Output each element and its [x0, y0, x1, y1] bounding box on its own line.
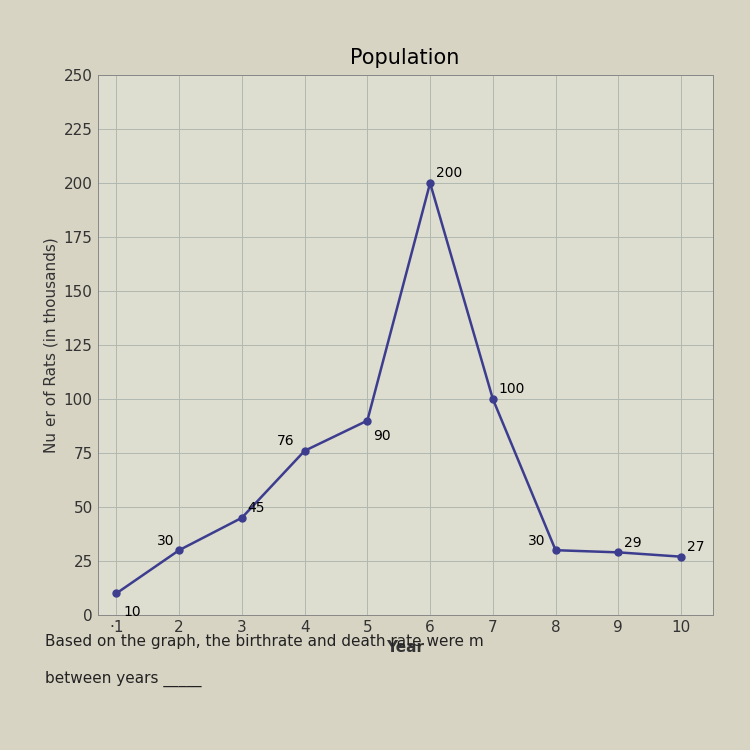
Text: 10: 10 — [123, 604, 141, 619]
Y-axis label: Nu  er of Rats (in thousands): Nu er of Rats (in thousands) — [44, 237, 58, 453]
Text: between years _____: between years _____ — [45, 671, 202, 688]
Text: Based on the graph, the birthrate and death rate were m: Based on the graph, the birthrate and de… — [45, 634, 484, 649]
Text: 45: 45 — [248, 501, 265, 515]
Text: 29: 29 — [624, 536, 641, 550]
Title: Population: Population — [350, 48, 460, 68]
Text: 30: 30 — [157, 534, 174, 548]
Text: 100: 100 — [499, 382, 525, 397]
Text: 27: 27 — [687, 540, 704, 554]
Text: 76: 76 — [277, 434, 295, 448]
Text: 30: 30 — [528, 534, 545, 548]
Text: 90: 90 — [373, 429, 391, 443]
Text: 200: 200 — [436, 166, 462, 181]
X-axis label: Year: Year — [386, 640, 424, 656]
